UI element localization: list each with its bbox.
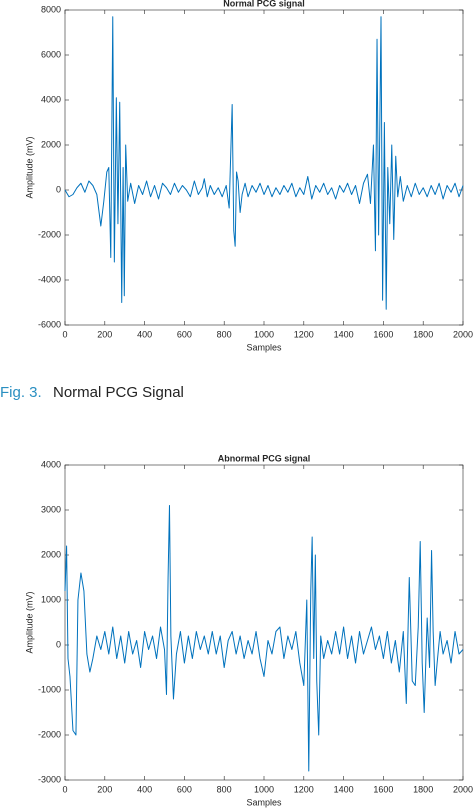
- x-tick-label: 800: [217, 329, 232, 339]
- x-axis-label: Samples: [246, 342, 282, 352]
- x-tick-label: 1800: [413, 784, 433, 794]
- caption-label: Fig. 3.: [0, 384, 42, 401]
- chart-title: Abnormal PCG signal: [218, 453, 311, 463]
- y-tick-label: -2000: [38, 729, 61, 739]
- y-tick-label: -6000: [38, 319, 61, 329]
- y-tick-label: 8000: [41, 4, 61, 14]
- caption-text: Normal PCG Signal: [53, 384, 184, 401]
- x-tick-label: 0: [62, 329, 67, 339]
- y-tick-label: 3000: [41, 504, 61, 514]
- x-tick-label: 1400: [334, 329, 354, 339]
- y-tick-label: 2000: [41, 139, 61, 149]
- chart-title: Normal PCG signal: [223, 0, 305, 8]
- plot-area: [64, 464, 464, 781]
- y-tick-label: 0: [56, 184, 61, 194]
- x-tick-label: 0: [62, 784, 67, 794]
- y-tick-label: -2000: [38, 229, 61, 239]
- y-tick-label: 0: [56, 639, 61, 649]
- x-axis-label: Samples: [246, 797, 282, 807]
- x-tick-label: 200: [97, 329, 112, 339]
- x-tick-label: 1000: [254, 329, 274, 339]
- signal-line: [64, 505, 464, 772]
- signal-line: [64, 16, 464, 310]
- y-tick-label: -4000: [38, 274, 61, 284]
- x-tick-label: 2000: [453, 329, 473, 339]
- y-tick-label: 4000: [41, 94, 61, 104]
- x-tick-label: 200: [97, 784, 112, 794]
- y-axis-label: Amplitude (mV): [24, 136, 34, 198]
- x-tick-label: 400: [137, 784, 152, 794]
- x-tick-label: 1600: [373, 784, 393, 794]
- x-tick-label: 600: [177, 329, 192, 339]
- x-tick-label: 600: [177, 784, 192, 794]
- y-tick-label: -1000: [38, 684, 61, 694]
- x-tick-label: 1200: [294, 784, 314, 794]
- x-tick-label: 1400: [334, 784, 354, 794]
- x-tick-label: 1000: [254, 784, 274, 794]
- x-tick-label: 2000: [453, 784, 473, 794]
- y-tick-label: 6000: [41, 49, 61, 59]
- x-tick-label: 1600: [373, 329, 393, 339]
- y-tick-label: 1000: [41, 594, 61, 604]
- y-tick-label: 4000: [41, 459, 61, 469]
- y-tick-label: -3000: [38, 774, 61, 784]
- y-tick-label: 2000: [41, 549, 61, 559]
- x-tick-label: 1800: [413, 329, 433, 339]
- x-tick-label: 400: [137, 329, 152, 339]
- x-tick-label: 1200: [294, 329, 314, 339]
- x-tick-label: 800: [217, 784, 232, 794]
- y-axis-label: Amplitude (mV): [24, 591, 34, 653]
